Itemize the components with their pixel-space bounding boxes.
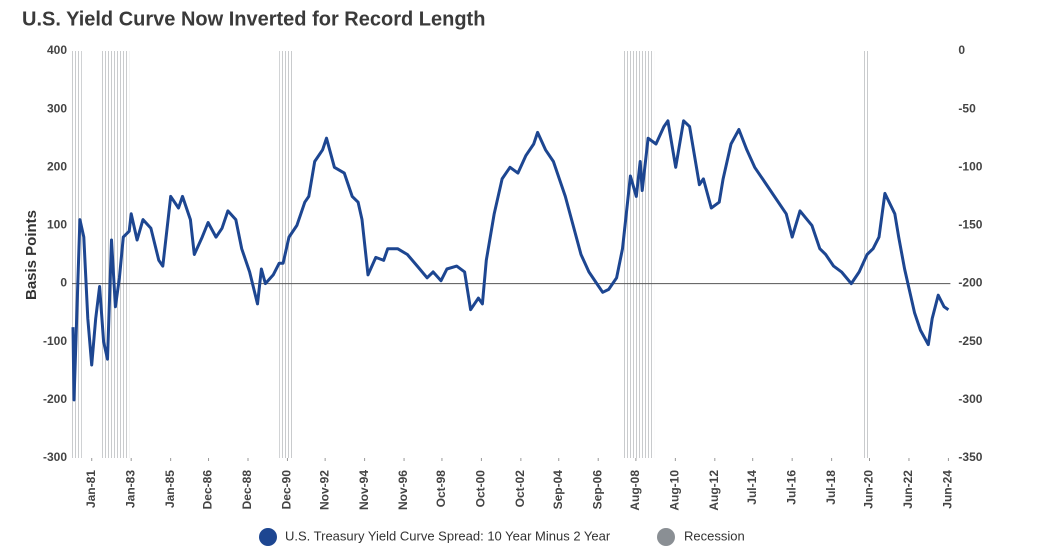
y2-tick-label: -350 [958,450,982,464]
y-tick-label: 0 [60,276,67,290]
x-tick-label: Jul-14 [745,470,759,505]
recession-band [72,51,82,458]
y-tick-label: -200 [43,392,67,406]
x-tick-label: Jun-22 [901,470,915,509]
x-tick-label: Oct-02 [513,470,527,508]
x-tick-label: Sep-04 [551,470,565,510]
y2-tick-label: -250 [958,334,982,348]
y2-tick-label: -300 [958,392,982,406]
legend-label: Recession [684,528,745,543]
x-tick-label: Jan-83 [123,470,137,508]
legend-swatch [259,528,277,546]
x-tick-label: Jun-20 [862,470,876,509]
recession-band [622,51,655,458]
legend-label: U.S. Treasury Yield Curve Spread: 10 Yea… [285,528,611,543]
x-tick-label: Jan-85 [163,470,177,508]
y-tick-label: 200 [47,159,67,173]
x-tick-label: Jul-18 [824,470,838,505]
series-line [71,119,950,402]
x-tick-label: Oct-00 [474,470,488,508]
x-tick-label: Jun-24 [941,470,955,509]
x-tick-label: Nov-94 [357,470,371,510]
y-tick-label: 300 [47,101,67,115]
x-tick-label: Dec-90 [280,470,294,510]
x-tick-label: Sep-06 [590,470,604,510]
y2-tick-label: -200 [958,276,982,290]
x-tick-label: Dec-86 [201,470,215,510]
y-tick-label: -100 [43,334,67,348]
recession-band [101,51,130,458]
x-tick-label: Dec-88 [240,470,254,510]
x-tick-label: Oct-98 [434,470,448,508]
chart-title: U.S. Yield Curve Now Inverted for Record… [22,8,485,30]
y2-tick-label: -50 [958,101,976,115]
y2-tick-label: -150 [958,218,982,232]
y-tick-label: -300 [43,450,67,464]
y2-tick-label: 0 [958,43,965,57]
y2-tick-label: -100 [958,159,982,173]
x-tick-label: Aug-10 [668,470,682,511]
x-tick-label: Nov-92 [317,470,331,510]
y-axis-label: Basis Points [23,210,40,300]
x-tick-label: Aug-08 [628,470,642,511]
legend-swatch [657,528,675,546]
x-tick-label: Aug-12 [707,470,721,511]
y-tick-label: 400 [47,43,67,57]
x-tick-label: Jan-81 [84,470,98,508]
x-tick-label: Jul-16 [784,470,798,505]
x-tick-label: Nov-96 [396,470,410,510]
y-tick-label: 100 [47,218,67,232]
